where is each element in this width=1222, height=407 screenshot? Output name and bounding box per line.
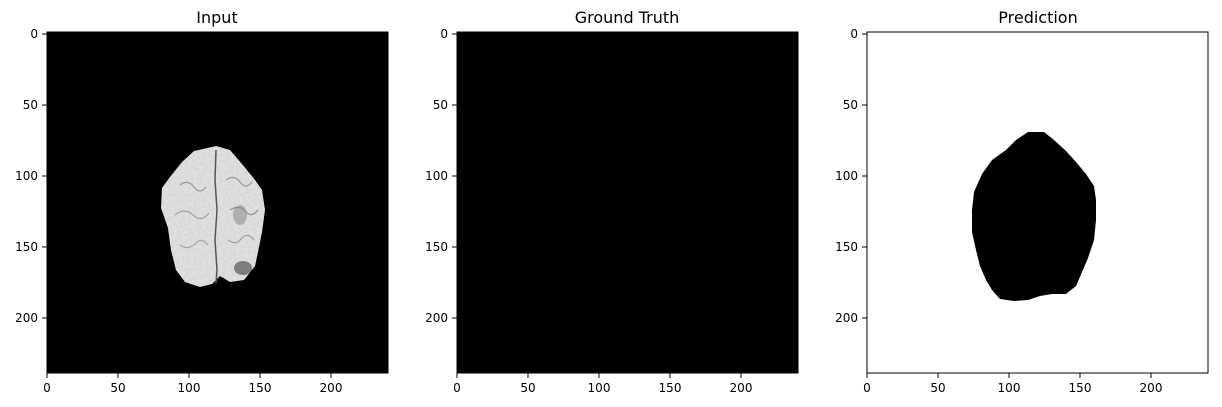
x-tick-label: 100 (588, 381, 611, 395)
panel-title: Prediction (998, 8, 1077, 27)
y-axis: 0 50 100 150 200 (15, 27, 47, 325)
x-tick-label: 50 (930, 381, 945, 395)
y-tick-label: 0 (850, 27, 858, 41)
y-tick-label: 200 (425, 311, 448, 325)
y-tick-label: 50 (843, 98, 858, 112)
y-tick-label: 150 (835, 240, 858, 254)
y-tick-label: 50 (433, 98, 448, 112)
x-tick-label: 50 (520, 381, 535, 395)
x-axis: 0 50 100 150 200 (453, 373, 752, 395)
y-tick-label: 150 (15, 240, 38, 254)
x-tick-label: 100 (178, 381, 201, 395)
axes-frame (456, 31, 799, 374)
y-tick-label: 0 (440, 27, 448, 41)
x-tick-label: 0 (453, 381, 461, 395)
y-tick-label: 150 (425, 240, 448, 254)
predicted-region (972, 132, 1096, 301)
panel-title: Ground Truth (575, 8, 680, 27)
x-tick-label: 0 (863, 381, 871, 395)
y-tick-label: 50 (23, 98, 38, 112)
brain-slice (161, 146, 265, 287)
axes-frame (46, 31, 389, 374)
panel-input: Input (15, 8, 389, 395)
x-axis: 0 50 100 150 200 (863, 373, 1162, 395)
panel-ground-truth: Ground Truth 0 50 100 150 200 (425, 8, 799, 395)
x-tick-label: 150 (1069, 381, 1092, 395)
x-tick-label: 100 (998, 381, 1021, 395)
x-axis: 0 50 100 150 200 (43, 373, 342, 395)
x-tick-label: 150 (659, 381, 682, 395)
y-tick-label: 100 (425, 169, 448, 183)
panel-prediction: Prediction 0 50 100 150 200 (835, 8, 1209, 395)
y-tick-label: 200 (835, 311, 858, 325)
y-axis: 0 50 100 150 200 (835, 27, 867, 325)
image-area (457, 32, 798, 373)
y-tick-label: 200 (15, 311, 38, 325)
axes-frame (866, 31, 1209, 374)
x-tick-label: 200 (730, 381, 753, 395)
y-tick-label: 0 (30, 27, 38, 41)
x-tick-label: 150 (249, 381, 272, 395)
x-tick-label: 50 (110, 381, 125, 395)
y-tick-label: 100 (835, 169, 858, 183)
panel-title: Input (196, 8, 237, 27)
x-tick-label: 0 (43, 381, 51, 395)
y-axis: 0 50 100 150 200 (425, 27, 457, 325)
x-tick-label: 200 (1140, 381, 1163, 395)
x-tick-label: 200 (320, 381, 343, 395)
y-tick-label: 100 (15, 169, 38, 183)
